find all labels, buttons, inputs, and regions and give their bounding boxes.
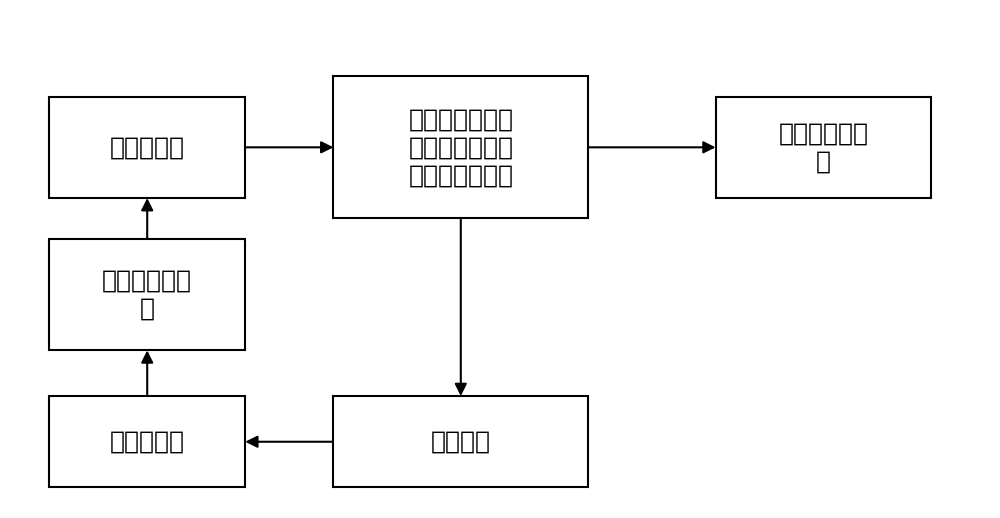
Text: 获取多个部件的
信息，判断喷头
板卡是否已上电: 获取多个部件的 信息，判断喷头 板卡是否已上电 (408, 108, 513, 187)
FancyBboxPatch shape (716, 96, 931, 198)
Text: 关闭打印机: 关闭打印机 (110, 430, 185, 454)
Text: 提示信息: 提示信息 (431, 430, 491, 454)
FancyBboxPatch shape (333, 76, 588, 219)
Text: 打印机上电: 打印机上电 (110, 135, 185, 160)
FancyBboxPatch shape (49, 239, 245, 350)
FancyBboxPatch shape (333, 396, 588, 487)
FancyBboxPatch shape (49, 96, 245, 198)
Text: 重新启动打印
机: 重新启动打印 机 (102, 269, 192, 321)
Text: 打印机正常工
作: 打印机正常工 作 (778, 121, 868, 173)
FancyBboxPatch shape (49, 396, 245, 487)
